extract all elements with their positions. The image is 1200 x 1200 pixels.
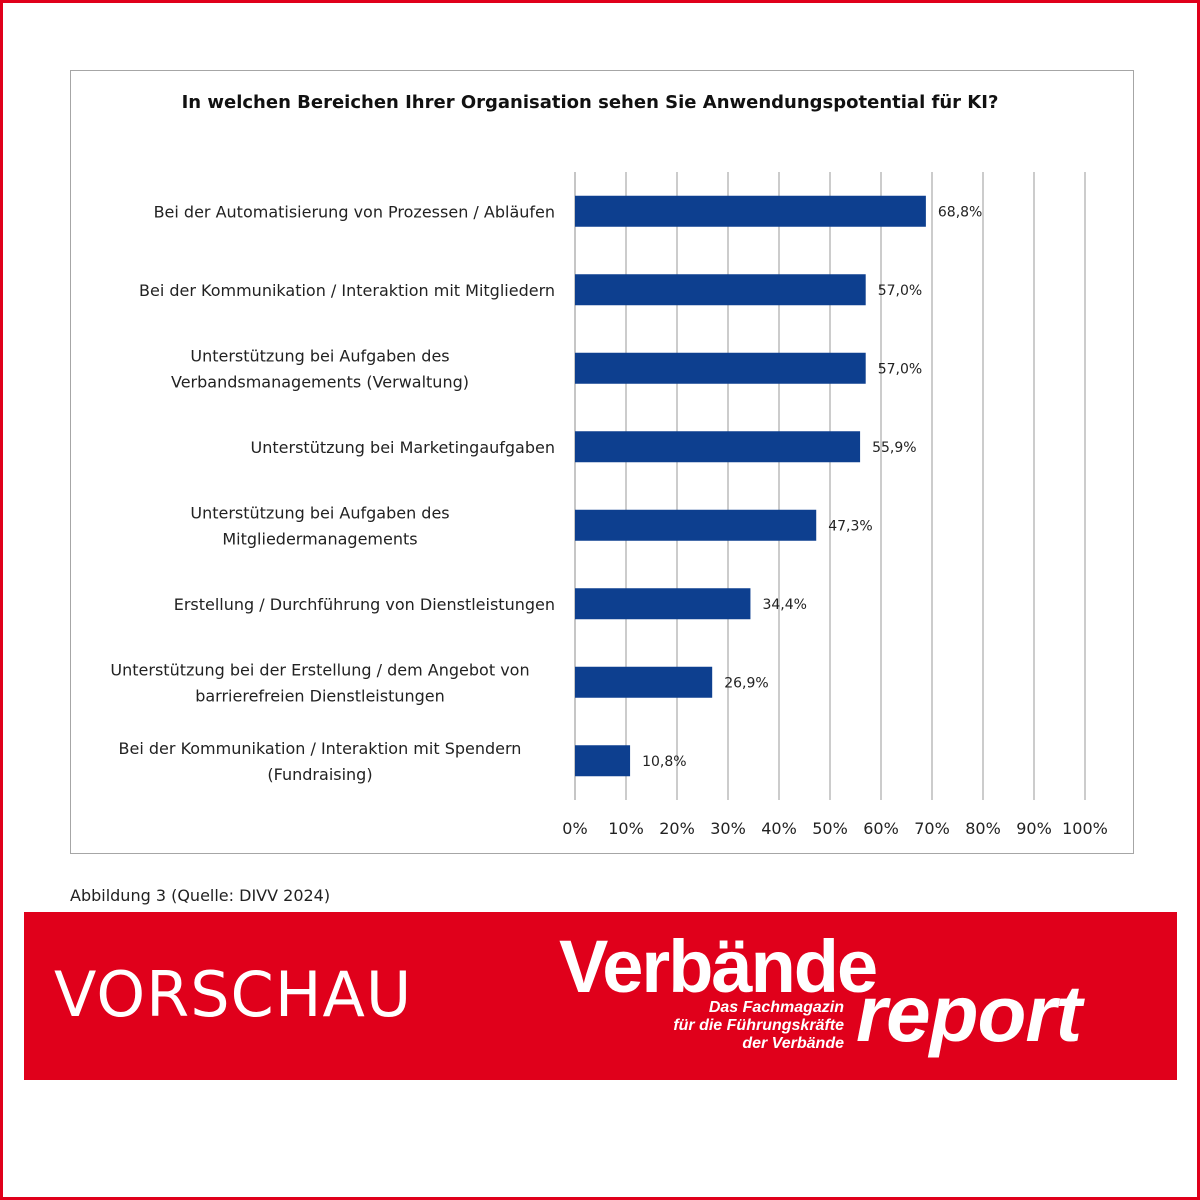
- brand-tagline-line: Das Fachmagazin: [708, 999, 844, 1016]
- x-tick-label: 30%: [710, 819, 746, 838]
- chart-title: In welchen Bereichen Ihrer Organisation …: [181, 92, 999, 113]
- x-tick-label: 40%: [761, 819, 797, 838]
- data-label: 55,9%: [872, 440, 916, 456]
- bar-chart: 0% 10% 20% 30% 40% 50% 60% 70% 80% 90% 100% 68,8% Be…: [110, 172, 1108, 838]
- bar: [575, 509, 817, 541]
- category-label: Unterstützung bei Aufgaben des: [190, 346, 449, 365]
- data-label: 57,0%: [878, 283, 922, 299]
- category-label: Verbandsmanagements (Verwaltung): [171, 372, 469, 391]
- bar: [575, 588, 751, 620]
- bar: [575, 274, 866, 306]
- brand-tagline-line: für die Führungskräfte: [673, 1017, 844, 1034]
- category-label: Erstellung / Durchführung von Dienstleis…: [174, 595, 555, 614]
- category-label: Bei der Kommunikation / Interaktion mit …: [119, 739, 522, 758]
- x-tick-label: 90%: [1016, 819, 1052, 838]
- data-label: 34,4%: [762, 597, 806, 613]
- x-tick-label: 20%: [659, 819, 695, 838]
- bar: [575, 431, 861, 463]
- brand-tagline-line: der Verbände: [742, 1035, 844, 1052]
- brand-logo-top: Verbände: [559, 925, 878, 1008]
- figure-caption: Abbildung 3 (Quelle: DIVV 2024): [70, 886, 331, 905]
- category-label: Unterstützung bei Aufgaben des: [190, 503, 449, 522]
- x-tick-label: 60%: [863, 819, 899, 838]
- category-label: (Fundraising): [267, 765, 372, 784]
- category-label: Bei der Automatisierung von Prozessen / …: [154, 202, 555, 221]
- category-label: barrierefreien Dienstleistungen: [195, 686, 445, 705]
- preview-banner: VORSCHAU Verbände report Das Fachmagazin…: [24, 912, 1177, 1080]
- brand-tagline: Das Fachmagazin für die Führungskräfte d…: [634, 999, 844, 1053]
- x-tick-label: 0%: [562, 819, 587, 838]
- x-tick-label: 80%: [965, 819, 1001, 838]
- data-label: 68,8%: [938, 204, 982, 220]
- category-label: Unterstützung bei der Erstellung / dem A…: [110, 660, 529, 679]
- category-label: Bei der Kommunikation / Interaktion mit …: [139, 281, 555, 300]
- data-label: 26,9%: [724, 675, 768, 691]
- bar: [575, 666, 713, 698]
- bar: [575, 195, 926, 227]
- category-label: Mitgliedermanagements: [222, 529, 417, 548]
- category-label: Unterstützung bei Marketingaufgaben: [251, 438, 555, 457]
- bar: [575, 352, 866, 384]
- x-tick-label: 10%: [608, 819, 644, 838]
- brand-logo-bottom: report: [856, 969, 1082, 1058]
- preview-label: VORSCHAU: [54, 958, 413, 1031]
- x-tick-label: 100%: [1062, 819, 1108, 838]
- x-tick-label: 70%: [914, 819, 950, 838]
- data-label: 47,3%: [828, 518, 872, 534]
- data-label: 57,0%: [878, 361, 922, 377]
- bar: [575, 745, 631, 777]
- data-label: 10,8%: [642, 754, 686, 770]
- x-tick-label: 50%: [812, 819, 848, 838]
